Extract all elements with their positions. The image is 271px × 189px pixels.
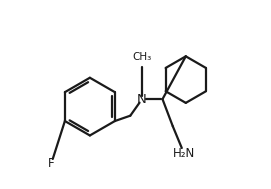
- Text: H₂N: H₂N: [173, 147, 195, 160]
- Text: CH₃: CH₃: [133, 52, 152, 62]
- Text: N: N: [137, 93, 147, 106]
- Text: F: F: [48, 157, 55, 170]
